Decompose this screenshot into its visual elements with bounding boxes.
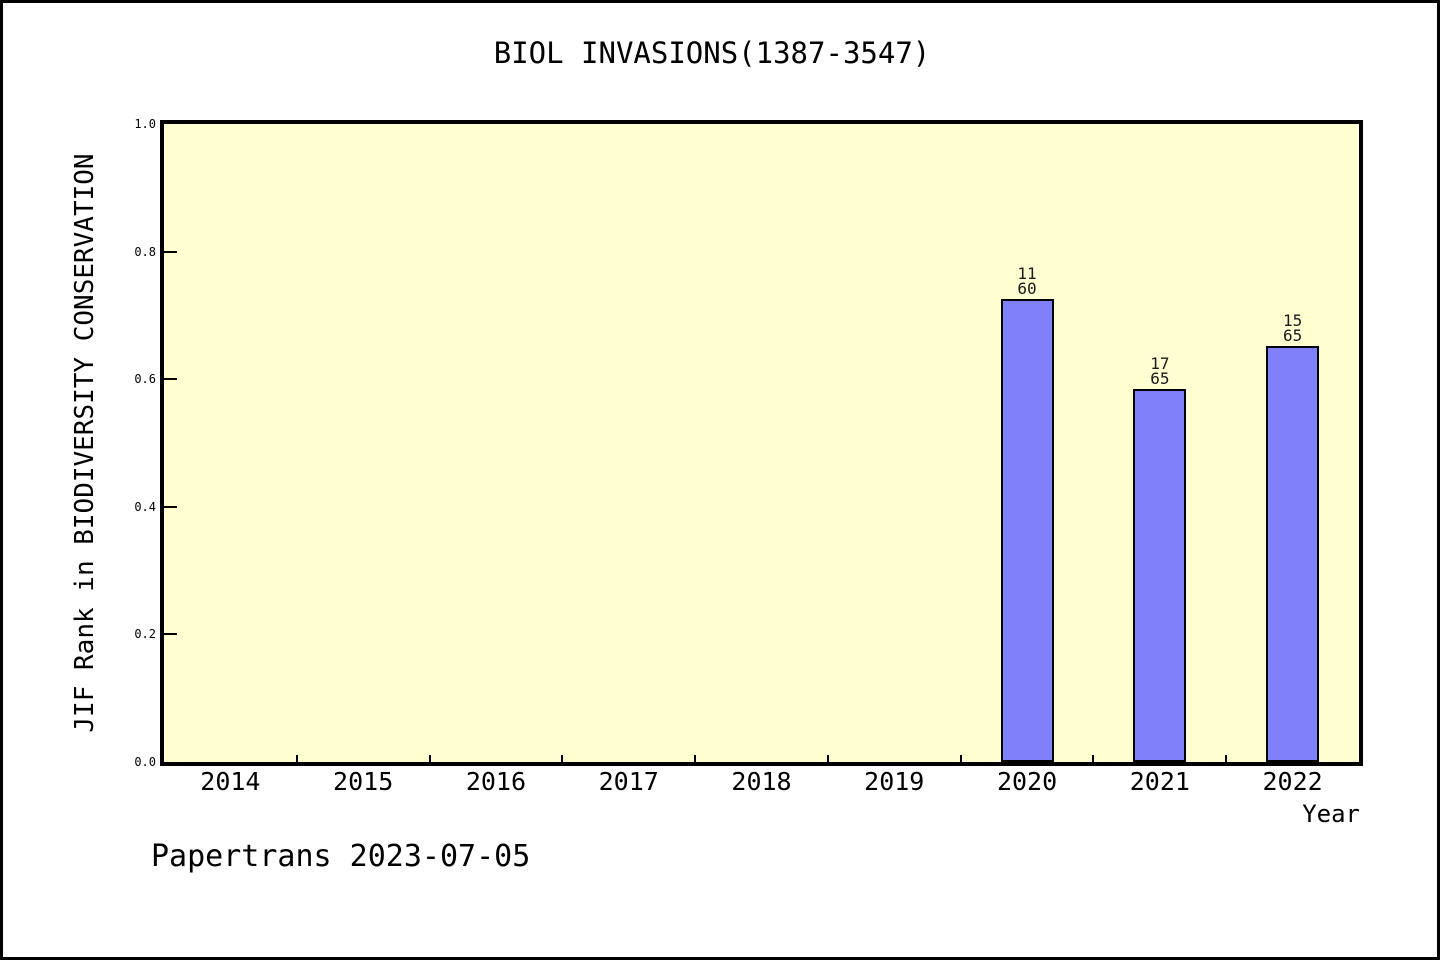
y-tick bbox=[164, 378, 177, 381]
bar-rank-total: 65 bbox=[1150, 368, 1170, 388]
bar-label-2021: 17 65 bbox=[1150, 353, 1170, 388]
plot-area: 11 60 17 65 15 65 bbox=[160, 120, 1363, 766]
x-tick bbox=[1092, 755, 1095, 762]
x-tick-label-2017: 2017 bbox=[598, 767, 659, 796]
x-tick-label-2022: 2022 bbox=[1262, 767, 1323, 796]
x-tick-label-2014: 2014 bbox=[200, 767, 261, 796]
bar-rank-value: 11 bbox=[1017, 264, 1037, 284]
y-tick-label: 0.2 bbox=[134, 627, 156, 642]
y-tick-label: 0.6 bbox=[134, 372, 156, 387]
chart-title: BIOL INVASIONS(1387-3547) bbox=[493, 36, 931, 70]
bar-rank-total: 65 bbox=[1282, 326, 1303, 346]
y-tick-label: 0.0 bbox=[134, 755, 156, 769]
y-tick bbox=[164, 250, 177, 253]
x-tick bbox=[561, 755, 564, 762]
bar-2022 bbox=[1266, 346, 1320, 762]
y-axis-label: JIF Rank in BIODIVERSITY CONSERVATION bbox=[70, 153, 100, 733]
y-tick bbox=[164, 505, 177, 508]
bar-2021 bbox=[1133, 388, 1187, 762]
x-tick-label-2021: 2021 bbox=[1129, 767, 1190, 796]
footer-watermark: Papertrans 2023-07-05 bbox=[151, 839, 531, 874]
x-tick-label-2019: 2019 bbox=[864, 767, 925, 796]
bar-rank-value: 15 bbox=[1282, 311, 1303, 331]
bar-rank-total: 60 bbox=[1017, 279, 1037, 299]
bar-label-2022: 15 65 bbox=[1282, 311, 1303, 346]
x-tick-label-2020: 2020 bbox=[996, 767, 1058, 796]
y-tick-label: 0.8 bbox=[134, 244, 156, 259]
x-tick bbox=[959, 755, 962, 762]
y-tick bbox=[164, 633, 177, 636]
x-tick-label-2018: 2018 bbox=[731, 767, 792, 796]
x-tick bbox=[694, 755, 697, 762]
bar-label-2020: 11 60 bbox=[1017, 264, 1037, 299]
x-tick bbox=[826, 755, 829, 762]
x-tick bbox=[1225, 755, 1228, 762]
y-tick-label: 0.4 bbox=[134, 499, 156, 514]
x-axis-label: Year bbox=[1302, 800, 1360, 828]
bar-rank-value: 17 bbox=[1150, 353, 1170, 373]
bar-2020 bbox=[1000, 299, 1054, 762]
x-tick-label-2015: 2015 bbox=[333, 767, 394, 796]
x-tick bbox=[295, 755, 298, 762]
x-tick-label-2016: 2016 bbox=[465, 767, 527, 796]
y-tick-label: 1.0 bbox=[134, 117, 156, 131]
x-tick bbox=[428, 755, 431, 762]
